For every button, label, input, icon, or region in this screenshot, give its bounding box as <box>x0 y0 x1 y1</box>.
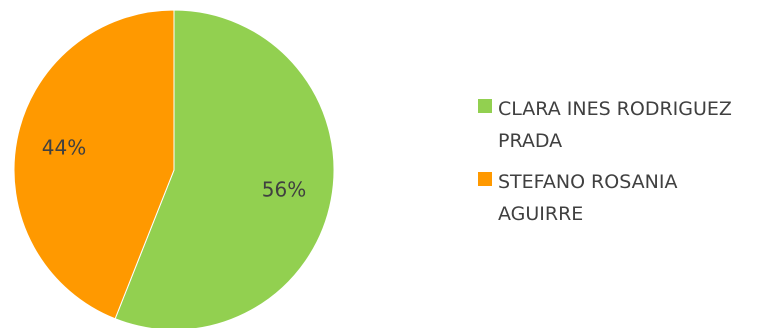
legend-swatch-stefano <box>478 172 492 186</box>
legend-label-stefano: STEFANO ROSANIA AGUIRRE <box>498 171 678 225</box>
legend-label-clara: CLARA INES RODRIGUEZ PRADA <box>498 98 732 152</box>
data-label-stefano: 44% <box>42 136 86 160</box>
pie-slice-clara <box>114 9 335 328</box>
pie-slice-stefano <box>13 9 175 320</box>
legend: CLARA INES RODRIGUEZ PRADA STEFANO ROSAN… <box>478 93 758 239</box>
legend-swatch-clara <box>478 99 492 113</box>
legend-item-stefano: STEFANO ROSANIA AGUIRRE <box>478 166 758 230</box>
legend-item-clara: CLARA INES RODRIGUEZ PRADA <box>478 93 758 157</box>
data-label-clara: 56% <box>262 177 306 201</box>
